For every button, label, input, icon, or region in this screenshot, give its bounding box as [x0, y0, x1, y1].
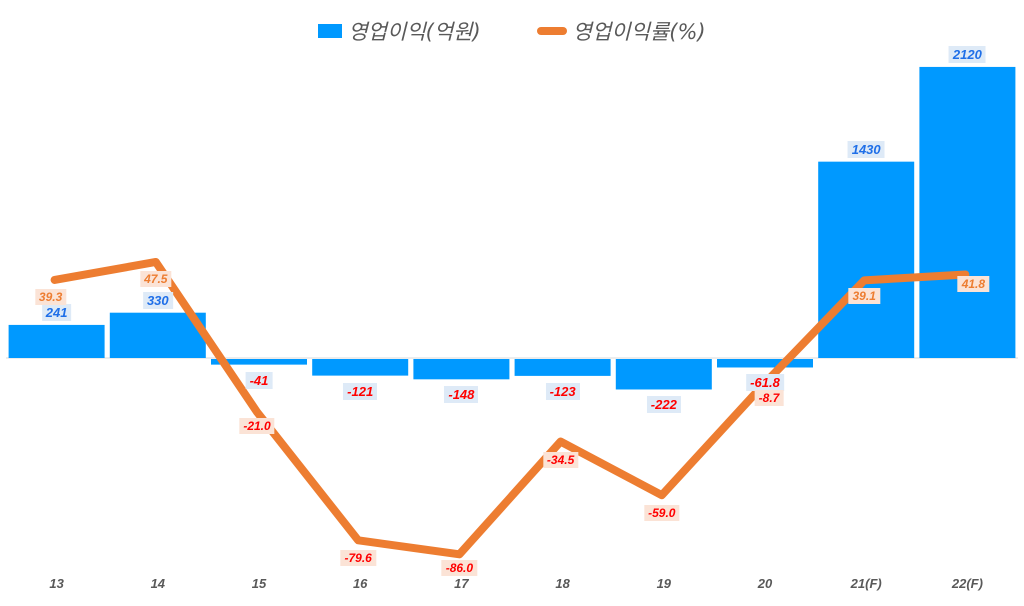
line-value-label: -21.0	[239, 417, 275, 434]
bar-value-label: -41	[245, 371, 273, 389]
bar-17	[413, 359, 510, 380]
bar-20	[717, 359, 813, 368]
bar-value-label: -121	[343, 382, 378, 400]
legend-label-operating-profit: 영업이익(억원)	[348, 20, 481, 44]
bar-value-label: 241	[41, 303, 72, 321]
x-axis-tick-label: 21(F)	[850, 576, 882, 591]
bar-14	[109, 312, 206, 358]
bar-value-label: -123	[545, 382, 580, 400]
bar-value-label: 330	[142, 291, 173, 309]
bar-value-label: -148	[444, 386, 479, 404]
line-value-label: 41.8	[957, 276, 990, 293]
line-value-label: -34.5	[542, 451, 579, 468]
bar-value-label: 1430	[847, 140, 885, 158]
x-axis-tick-label: 16	[352, 576, 368, 591]
line-swatch-icon	[536, 27, 567, 35]
legend-label-operating-margin: 영업이익률(%)	[572, 20, 706, 44]
bar-value-label: 2120	[948, 45, 986, 63]
legend-item-operating-profit: 영업이익(억원)	[318, 16, 481, 46]
legend-item-operating-margin: 영업이익률(%)	[536, 16, 706, 46]
bar-15	[211, 359, 307, 365]
bar-19	[615, 359, 712, 390]
x-axis-tick-label: 20	[757, 576, 773, 591]
operating-margin-line	[50, 257, 970, 559]
line-value-label: 47.5	[140, 271, 172, 287]
x-axis-tick-label: 14	[150, 576, 166, 591]
x-axis-tick-label: 17	[454, 576, 469, 591]
bar-18	[514, 359, 611, 376]
x-axis-tick-label: 19	[656, 576, 672, 591]
line-value-label: -86.0	[441, 560, 478, 577]
x-axis-tick-label: 18	[555, 576, 570, 591]
chart-legend: 영업이익(억원) 영업이익률(%)	[0, 16, 1024, 46]
bar-16	[312, 359, 409, 376]
line-value-label: -59.0	[644, 505, 680, 522]
bar-22(F)	[919, 66, 1016, 358]
x-axis-tick-label: 13	[49, 576, 64, 591]
x-axis-tick-label: 15	[251, 576, 267, 591]
bar-value-label: -222	[646, 396, 681, 414]
bar-21(F)	[818, 161, 915, 358]
bar-swatch-icon	[318, 24, 343, 38]
bar-value-label: -61.8	[746, 374, 784, 392]
x-axis-tick-label: 22(F)	[951, 576, 983, 591]
line-value-label: 39.1	[848, 288, 880, 305]
line-value-label: -79.6	[340, 550, 376, 567]
line-value-label: -8.7	[754, 390, 784, 407]
line-value-label: 39.3	[34, 289, 67, 305]
bar-13	[8, 324, 105, 358]
